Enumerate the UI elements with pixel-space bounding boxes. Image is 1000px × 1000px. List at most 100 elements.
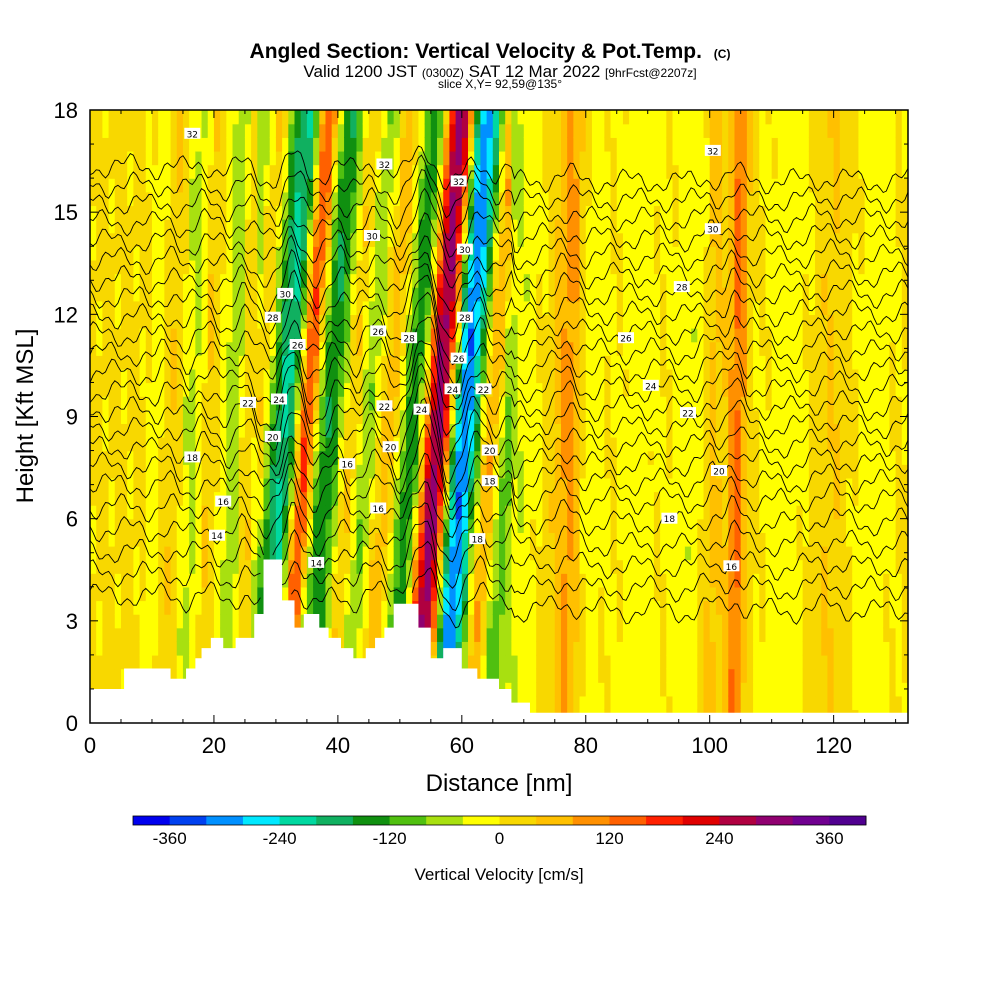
velocity-cell [660, 668, 668, 683]
velocity-cell [275, 191, 283, 207]
velocity-cell [189, 545, 197, 561]
velocity-cell [151, 396, 159, 411]
velocity-cell [486, 450, 494, 465]
velocity-cell [96, 668, 104, 683]
velocity-cell [356, 218, 364, 234]
velocity-cell [567, 218, 575, 234]
velocity-cell [622, 450, 630, 465]
velocity-cell [207, 205, 215, 220]
velocity-cell [709, 436, 717, 452]
velocity-cell [207, 573, 215, 588]
velocity-cell [108, 123, 116, 138]
velocity-cell [647, 246, 655, 261]
velocity-cell [356, 423, 364, 438]
velocity-cell [610, 164, 618, 179]
velocity-cell [697, 436, 705, 452]
velocity-cell [201, 559, 209, 574]
velocity-cell [771, 218, 779, 234]
velocity-cell [195, 327, 203, 343]
velocity-cell [406, 232, 413, 247]
velocity-cell [691, 464, 699, 479]
velocity-cell [213, 150, 221, 166]
velocity-cell [598, 600, 606, 615]
velocity-cell [486, 491, 494, 506]
velocity-cell [201, 477, 209, 493]
velocity-cell [430, 532, 438, 547]
velocity-cell [381, 368, 389, 384]
velocity-cell [251, 123, 259, 138]
velocity-cell [480, 600, 488, 615]
velocity-cell [560, 600, 568, 615]
velocity-cell [251, 137, 259, 152]
velocity-cell [529, 205, 537, 220]
velocity-cell [536, 573, 544, 588]
velocity-cell [474, 300, 482, 316]
velocity-cell [740, 382, 748, 397]
velocity-cell [622, 559, 630, 574]
velocity-cell [616, 218, 624, 234]
velocity-cell [90, 355, 97, 370]
velocity-cell [127, 314, 135, 329]
velocity-cell [182, 505, 190, 520]
velocity-cell [604, 341, 612, 356]
velocity-cell [548, 341, 556, 356]
velocity-cell [430, 464, 438, 479]
velocity-cell [356, 150, 364, 166]
velocity-cell [430, 641, 438, 656]
velocity-cell [275, 110, 283, 125]
velocity-cell [585, 191, 593, 207]
velocity-cell [164, 355, 172, 370]
velocity-cell [182, 205, 190, 220]
velocity-cell [337, 396, 345, 411]
velocity-cell [536, 137, 544, 152]
velocity-cell [443, 573, 451, 588]
velocity-cell [114, 164, 122, 179]
velocity-cell [653, 396, 661, 411]
velocity-cell [573, 559, 581, 574]
velocity-cell [765, 627, 773, 642]
velocity-cell [145, 137, 153, 152]
velocity-cell [536, 205, 544, 220]
velocity-cell [499, 355, 506, 370]
velocity-cell [294, 191, 302, 207]
velocity-cell [486, 164, 494, 179]
velocity-cell [170, 368, 178, 384]
velocity-cell [387, 110, 395, 125]
velocity-cell [393, 423, 401, 438]
velocity-cell [585, 518, 593, 533]
velocity-cell [176, 668, 184, 683]
velocity-cell [722, 273, 729, 288]
velocity-cell [362, 627, 370, 642]
velocity-cell [294, 137, 302, 152]
velocity-cell [591, 505, 599, 520]
velocity-cell [375, 314, 382, 329]
velocity-cell [331, 232, 339, 247]
velocity-cell [381, 273, 389, 288]
velocity-cell [560, 273, 568, 288]
velocity-cell [96, 287, 104, 302]
velocity-cell [672, 150, 680, 166]
velocity-cell [288, 464, 296, 479]
velocity-cell [529, 423, 537, 438]
velocity-cell [591, 300, 599, 316]
velocity-cell [368, 205, 376, 220]
velocity-cell [492, 273, 500, 288]
velocity-cell [145, 368, 153, 384]
velocity-cell [461, 368, 469, 384]
velocity-cell [151, 314, 159, 329]
velocity-cell [344, 191, 351, 207]
velocity-cell [678, 259, 686, 275]
velocity-cell [412, 341, 420, 356]
velocity-cell [499, 614, 506, 629]
velocity-cell [443, 191, 451, 207]
velocity-cell [672, 586, 680, 602]
velocity-cell [300, 232, 308, 247]
velocity-cell [616, 682, 624, 697]
velocity-cell [424, 314, 432, 329]
velocity-cell [536, 641, 544, 656]
velocity-cell [740, 409, 748, 425]
velocity-cell [622, 218, 630, 234]
velocity-cell [505, 545, 513, 561]
velocity-cell [771, 327, 779, 343]
